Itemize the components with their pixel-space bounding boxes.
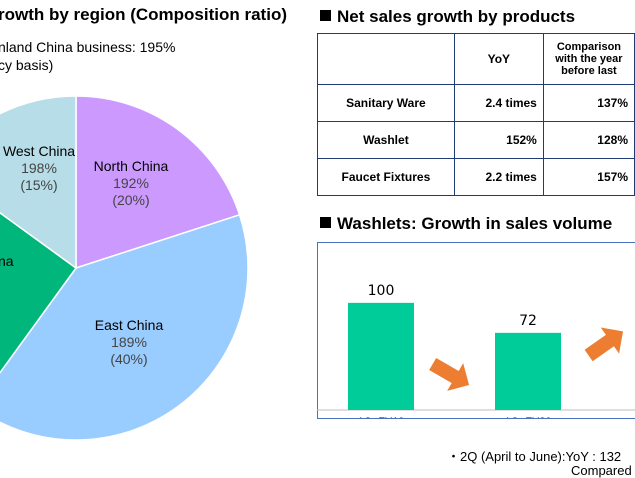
bar-value-label: 72 (519, 313, 537, 329)
arrow-down-right-icon (429, 357, 470, 391)
row-product-name: Faucet Fixtures (317, 158, 455, 196)
row-product-name: Washlet (317, 121, 455, 159)
region-chart-title: rowth by region (Composition ratio) (0, 5, 287, 24)
pie-slice-na (0, 211, 78, 374)
row-yoy-value: 2.2 times (453, 158, 544, 196)
region-pie-chart (0, 95, 249, 441)
table-row: Washlet 152% 128% (317, 121, 635, 159)
washlets-bar-chart: 100 1Q, FY19 72 1Q, FY20 (317, 283, 635, 418)
row-yoy-value: 152% (453, 121, 544, 159)
bullet-square-icon (320, 217, 331, 228)
washlets-caption-1: ・2Q (April to June):YoY : 132 (447, 449, 622, 464)
pie-slice-north-china (75, 95, 241, 270)
row-compare-value: 137% (542, 84, 635, 122)
products-title: Net sales growth by products (320, 7, 575, 27)
products-table: YoY Comparison with the year before last… (317, 33, 635, 196)
arrow-up-right-icon (584, 327, 624, 362)
washlets-caption-2: Compared (571, 463, 632, 478)
bar-value-label: 100 (368, 283, 395, 299)
table-header-yoy: YoY (453, 33, 544, 85)
bar (495, 332, 561, 410)
row-compare-value: 128% (542, 121, 635, 159)
pie-label-west-china: West China 198% (15%) (2, 143, 76, 193)
table-row: Faucet Fixtures 2.2 times 157% (317, 158, 635, 196)
pie-label-china-partial: na (0, 253, 14, 269)
row-yoy-value: 2.4 times (453, 84, 544, 122)
x-tick-label: 1Q, FY20 (504, 416, 551, 418)
table-header-row: YoY Comparison with the year before last (317, 33, 635, 85)
pie-slice-west-china (0, 95, 77, 270)
pie-label-north-china: North China 192% (20%) (93, 158, 169, 208)
table-header-comparison: Comparison with the year before last (542, 33, 635, 85)
pie-label-east-china: East China 189% (40%) (94, 317, 164, 367)
pie-slice-east-china (0, 213, 249, 441)
bar (348, 302, 414, 410)
row-compare-value: 157% (542, 158, 635, 196)
bullet-square-icon (320, 10, 331, 21)
washlets-chart-frame (317, 242, 635, 419)
washlets-title: Washlets: Growth in sales volume (320, 214, 612, 234)
table-row: Sanitary Ware 2.4 times 137% (317, 84, 635, 122)
table-header-blank (317, 33, 455, 85)
mainland-note: nland China business: 195% cy basis) (0, 39, 176, 73)
x-tick-label: 1Q, FY19 (357, 416, 404, 418)
row-product-name: Sanitary Ware (317, 84, 455, 122)
